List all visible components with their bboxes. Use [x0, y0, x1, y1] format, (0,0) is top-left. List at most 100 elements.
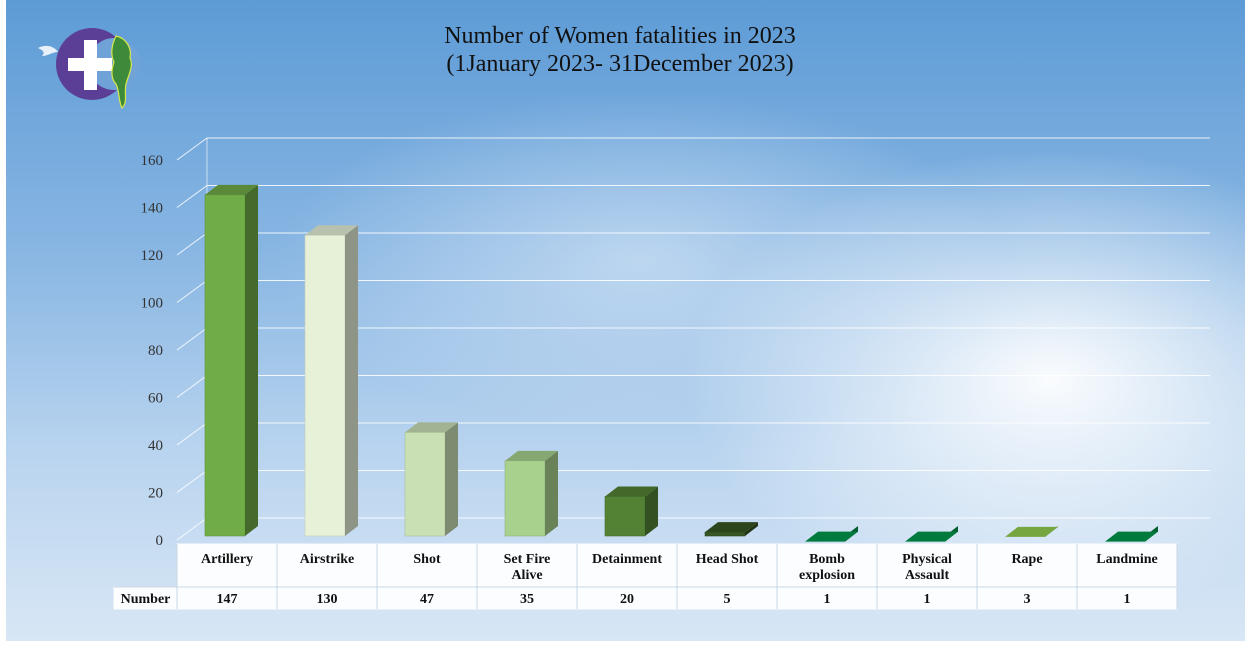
chart-title: Number of Women fatalities in 2023 (1Jan… — [340, 22, 900, 78]
y-tick-label: 20 — [148, 486, 163, 502]
category-label-line: Bomb — [809, 552, 845, 567]
bar-side — [545, 450, 558, 536]
frame-bottom — [0, 641, 1251, 647]
gridline-diagonal — [176, 232, 208, 256]
y-tick-label: 100 — [141, 296, 164, 312]
gridline-diagonal — [176, 517, 208, 541]
frame-right — [1245, 0, 1251, 647]
category-label-line: Airstrike — [300, 552, 354, 567]
y-tick-label: 60 — [148, 391, 163, 407]
category-label-line: Shot — [413, 552, 441, 567]
value-label: 1 — [824, 592, 831, 607]
chart-title-line-2: (1January 2023- 31December 2023) — [446, 51, 794, 77]
value-label: 147 — [217, 592, 238, 607]
bar-side — [445, 422, 458, 536]
value-label: 1 — [1124, 592, 1131, 607]
category-label: Bomb explosion — [799, 552, 855, 583]
category-label: Head Shot — [696, 552, 759, 567]
category-label: Airstrike — [300, 552, 354, 567]
category-label: Artillery — [201, 552, 253, 567]
bar-top — [205, 184, 258, 195]
value-label: 1 — [924, 592, 931, 607]
bar-top — [305, 225, 358, 236]
bar-8 — [1005, 526, 1058, 537]
category-label: Landmine — [1096, 552, 1157, 567]
bar-top — [705, 522, 758, 533]
bar-top — [805, 531, 858, 542]
bar-front — [404, 432, 446, 537]
gridlines: 0 20 40 60 80 100 120 140 160 — [141, 137, 1210, 549]
bar-front — [704, 531, 746, 537]
bar-side — [745, 522, 758, 536]
bar-5 — [704, 522, 758, 537]
bars — [204, 184, 1158, 542]
category-label: Set Fire Alive — [504, 552, 551, 583]
table-value-row — [113, 586, 1178, 610]
series-name-label: Number — [121, 592, 171, 607]
logo-map — [111, 35, 132, 110]
y-tick-label: 0 — [156, 533, 164, 549]
bar-6 — [805, 526, 858, 542]
data-table: Number Artillery 147 Airstrike 130 Shot 47 Set … — [113, 543, 1178, 610]
bar-top — [1105, 531, 1158, 542]
value-label: 47 — [420, 592, 434, 607]
chart-title-line-1: Number of Women fatalities in 2023 — [444, 23, 796, 49]
bar-front — [604, 496, 646, 537]
category-label-line: Detainment — [592, 552, 662, 567]
gridline-diagonal — [176, 185, 208, 208]
category-label-line: Alive — [511, 568, 542, 583]
value-label: 3 — [1024, 592, 1031, 607]
bar-1 — [304, 225, 358, 537]
category-label: Rape — [1011, 552, 1042, 567]
category-label: Physical Assault — [902, 552, 952, 583]
bar-side — [245, 184, 258, 536]
bar-4 — [604, 486, 658, 537]
logo-dove — [38, 45, 58, 56]
category-label: Detainment — [592, 552, 662, 567]
gridline-diagonal — [176, 422, 208, 446]
bar-front — [304, 234, 346, 537]
category-label: Shot — [413, 552, 441, 567]
category-label-line: Assault — [905, 568, 950, 583]
category-label-line: Physical — [902, 552, 952, 567]
value-label: 130 — [317, 592, 338, 607]
y-tick-label: 140 — [141, 201, 164, 217]
category-label-line: Set Fire — [504, 552, 551, 567]
gridline-diagonal — [176, 137, 208, 161]
bar-side — [645, 486, 658, 536]
y-tick-label: 160 — [141, 153, 164, 169]
bar-0 — [204, 184, 258, 537]
category-label-line: Rape — [1011, 552, 1042, 567]
bar-top — [605, 486, 658, 497]
gridline-diagonal — [176, 470, 208, 493]
bar-top — [905, 531, 958, 542]
organization-logo-icon — [38, 28, 140, 110]
bar-9 — [1105, 526, 1158, 542]
bar-3 — [504, 450, 558, 537]
bar-2 — [404, 422, 458, 537]
category-label-line: Head Shot — [696, 552, 759, 567]
value-label: 35 — [520, 592, 534, 607]
bar-top — [405, 422, 458, 433]
y-tick-label: 40 — [148, 438, 163, 454]
logo-cross-v — [84, 40, 97, 90]
bar-7 — [905, 526, 958, 542]
category-label-line: Artillery — [201, 552, 253, 567]
value-label: 20 — [620, 592, 634, 607]
bar-front — [504, 460, 546, 537]
bar-top — [1005, 526, 1058, 537]
gridline-diagonal — [176, 280, 208, 303]
y-tick-label: 80 — [148, 343, 163, 359]
category-label-line: Landmine — [1096, 552, 1157, 567]
bar-side — [345, 225, 358, 536]
bar-front — [204, 194, 246, 537]
category-label-line: explosion — [799, 568, 855, 583]
gridline-diagonal — [176, 375, 208, 398]
value-label: 5 — [724, 592, 731, 607]
frame-left — [0, 0, 6, 647]
gridline-diagonal — [176, 327, 208, 351]
y-tick-label: 120 — [141, 248, 164, 264]
bar-top — [505, 450, 558, 461]
